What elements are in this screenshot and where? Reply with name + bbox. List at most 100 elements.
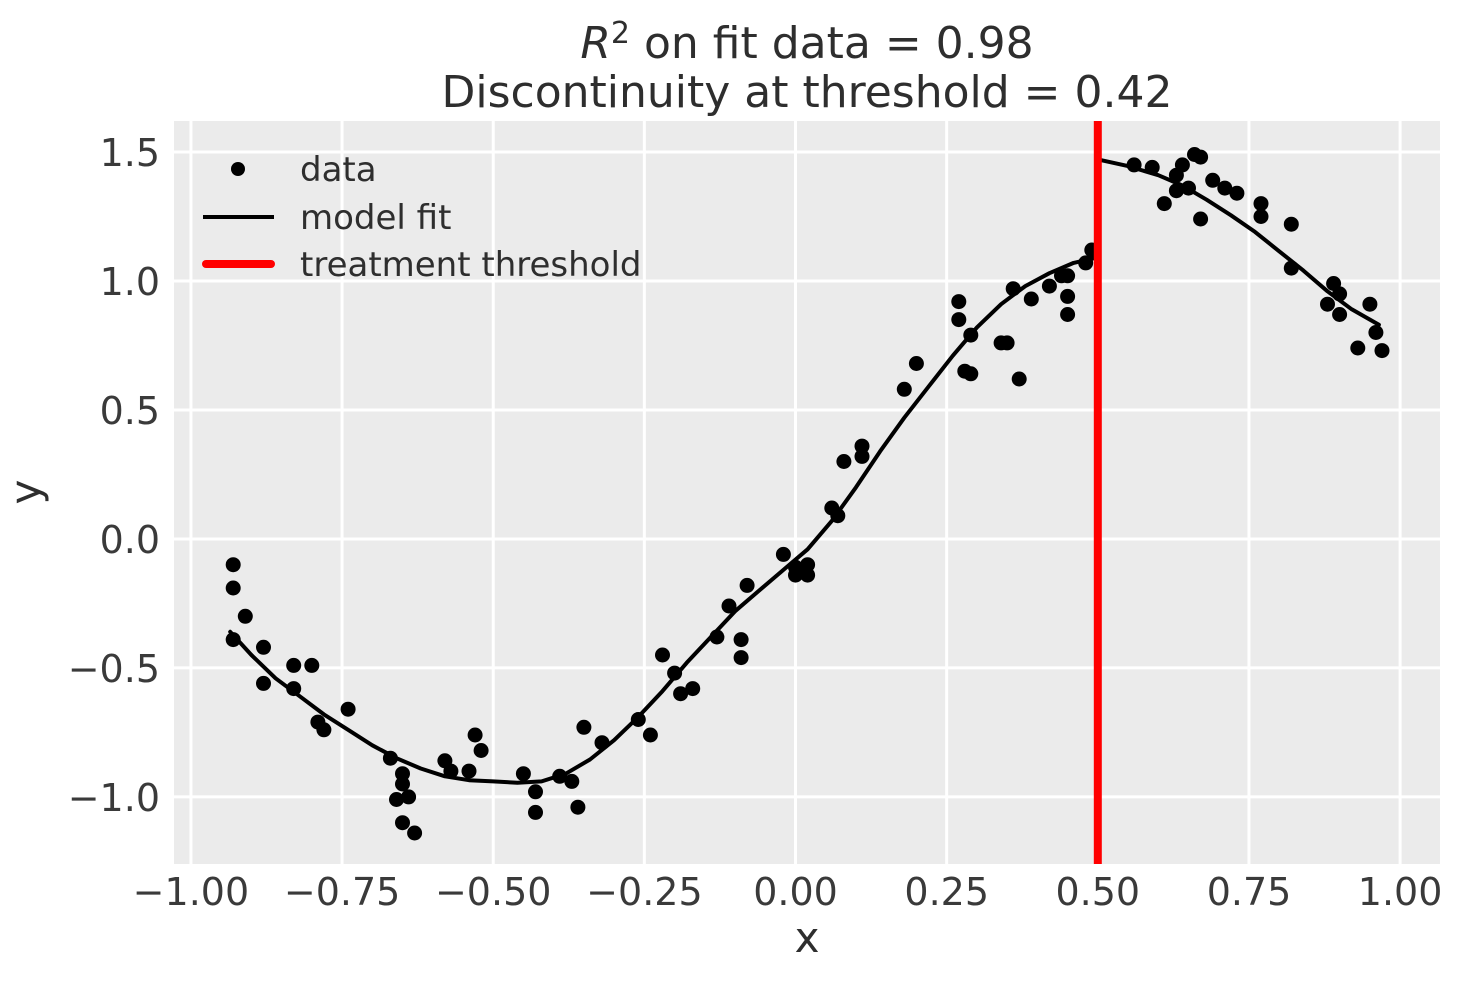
data-point (1011, 371, 1027, 387)
data-point (685, 681, 701, 697)
data-point (528, 784, 543, 800)
y-tick-labels: 1.5 1.0 0.5 0.0 −0.5 −1.0 (68, 131, 160, 820)
data-point (340, 701, 356, 717)
y-tick-label: 0.0 (100, 518, 160, 562)
data-point (963, 366, 979, 382)
data-point (1374, 343, 1390, 359)
data-point (576, 719, 592, 735)
data-point (225, 632, 241, 648)
y-tick-label: 1.5 (100, 131, 160, 175)
data-point (800, 567, 816, 583)
x-tick-label: −0.50 (435, 870, 551, 914)
x-tick-label: 0.00 (753, 870, 838, 914)
y-tick-label: 1.0 (100, 260, 160, 304)
model-fit-path-post (1097, 157, 1381, 327)
data-point (854, 438, 870, 454)
data-point (1253, 196, 1269, 212)
data-point (316, 722, 332, 738)
title-line1-rest: on fit data = 0.98 (630, 18, 1034, 69)
legend: data model fit treatment threshold (202, 150, 642, 285)
data-point (286, 657, 302, 673)
legend-label-model-fit: model fit (300, 198, 451, 238)
data-point (1060, 288, 1076, 304)
data-point (1350, 340, 1366, 356)
data-point (1205, 172, 1221, 188)
data-point (1168, 183, 1184, 199)
data-point (564, 773, 580, 789)
data-point (389, 792, 404, 807)
data-point (1060, 307, 1076, 322)
data-point (1368, 325, 1384, 340)
plot-area (174, 121, 1440, 864)
data-point (528, 804, 543, 820)
data-point (256, 639, 271, 655)
data-point (395, 766, 410, 782)
data-point (1193, 211, 1209, 227)
x-tick-label: −0.25 (586, 870, 702, 914)
x-tick-label: 1.00 (1358, 870, 1443, 914)
x-tick-label: 0.75 (1207, 870, 1292, 914)
data-point (1217, 180, 1233, 196)
legend-label-threshold: treatment threshold (300, 245, 642, 285)
y-tick-label: −0.5 (68, 647, 160, 691)
data-point (395, 776, 410, 792)
data-point (655, 647, 670, 663)
data-point (1320, 296, 1335, 312)
data-point (570, 799, 586, 815)
legend-label-data: data (300, 150, 377, 190)
data-point (667, 665, 683, 681)
data-point (1332, 307, 1348, 322)
data-point (1362, 296, 1378, 312)
data-point (642, 727, 658, 743)
y-tick-label: −1.0 (68, 776, 160, 820)
data-point (256, 675, 271, 691)
data-point (1174, 157, 1190, 173)
data-point (467, 727, 483, 743)
data-point (896, 381, 912, 397)
data-point (407, 825, 423, 841)
data-point (951, 294, 967, 310)
data-point (1041, 278, 1057, 294)
data-point (721, 598, 737, 614)
y-axis-label: y (1, 480, 50, 505)
x-tick-labels: −1.00 −0.75 −0.50 −0.25 0.00 0.25 0.50 0.75 1.00 (133, 870, 1443, 914)
data-point (739, 577, 755, 593)
data-point (237, 608, 253, 624)
x-tick-label: −1.00 (133, 870, 249, 914)
legend-marker-data (231, 162, 245, 176)
data-point (733, 632, 749, 648)
x-tick-label: −0.75 (284, 870, 400, 914)
data-point (401, 789, 417, 805)
y-tick-label: 0.5 (100, 389, 160, 433)
chart-title-line2: Discontinuity at threshold = 0.42 (441, 67, 1172, 118)
data-point (836, 454, 852, 469)
data-point (673, 686, 689, 702)
data-point (951, 312, 967, 328)
data-point (1193, 149, 1209, 165)
data-point (395, 815, 410, 831)
model-fit-path-pre (228, 255, 1099, 785)
data-point (1229, 185, 1245, 201)
data-point (800, 557, 816, 573)
title-r-exponent: 2 (611, 16, 630, 51)
x-axis-label: x (795, 913, 820, 962)
data-point (1156, 196, 1172, 212)
data-point (999, 335, 1015, 351)
data-point (515, 766, 531, 782)
data-point (1283, 216, 1299, 232)
data-point (854, 448, 870, 464)
x-tick-label: 0.25 (904, 870, 989, 914)
data-point (473, 743, 489, 758)
data-point (775, 546, 791, 562)
model-fit-line (228, 157, 1381, 785)
data-point (1060, 268, 1076, 284)
chart-title-line1: R2 on fit data = 0.98 (580, 16, 1033, 69)
data-point (788, 567, 803, 583)
data-point (225, 580, 241, 596)
data-point (1253, 209, 1269, 224)
data-point (1023, 291, 1039, 307)
data-point (733, 650, 749, 666)
x-tick-label: 0.50 (1055, 870, 1140, 914)
